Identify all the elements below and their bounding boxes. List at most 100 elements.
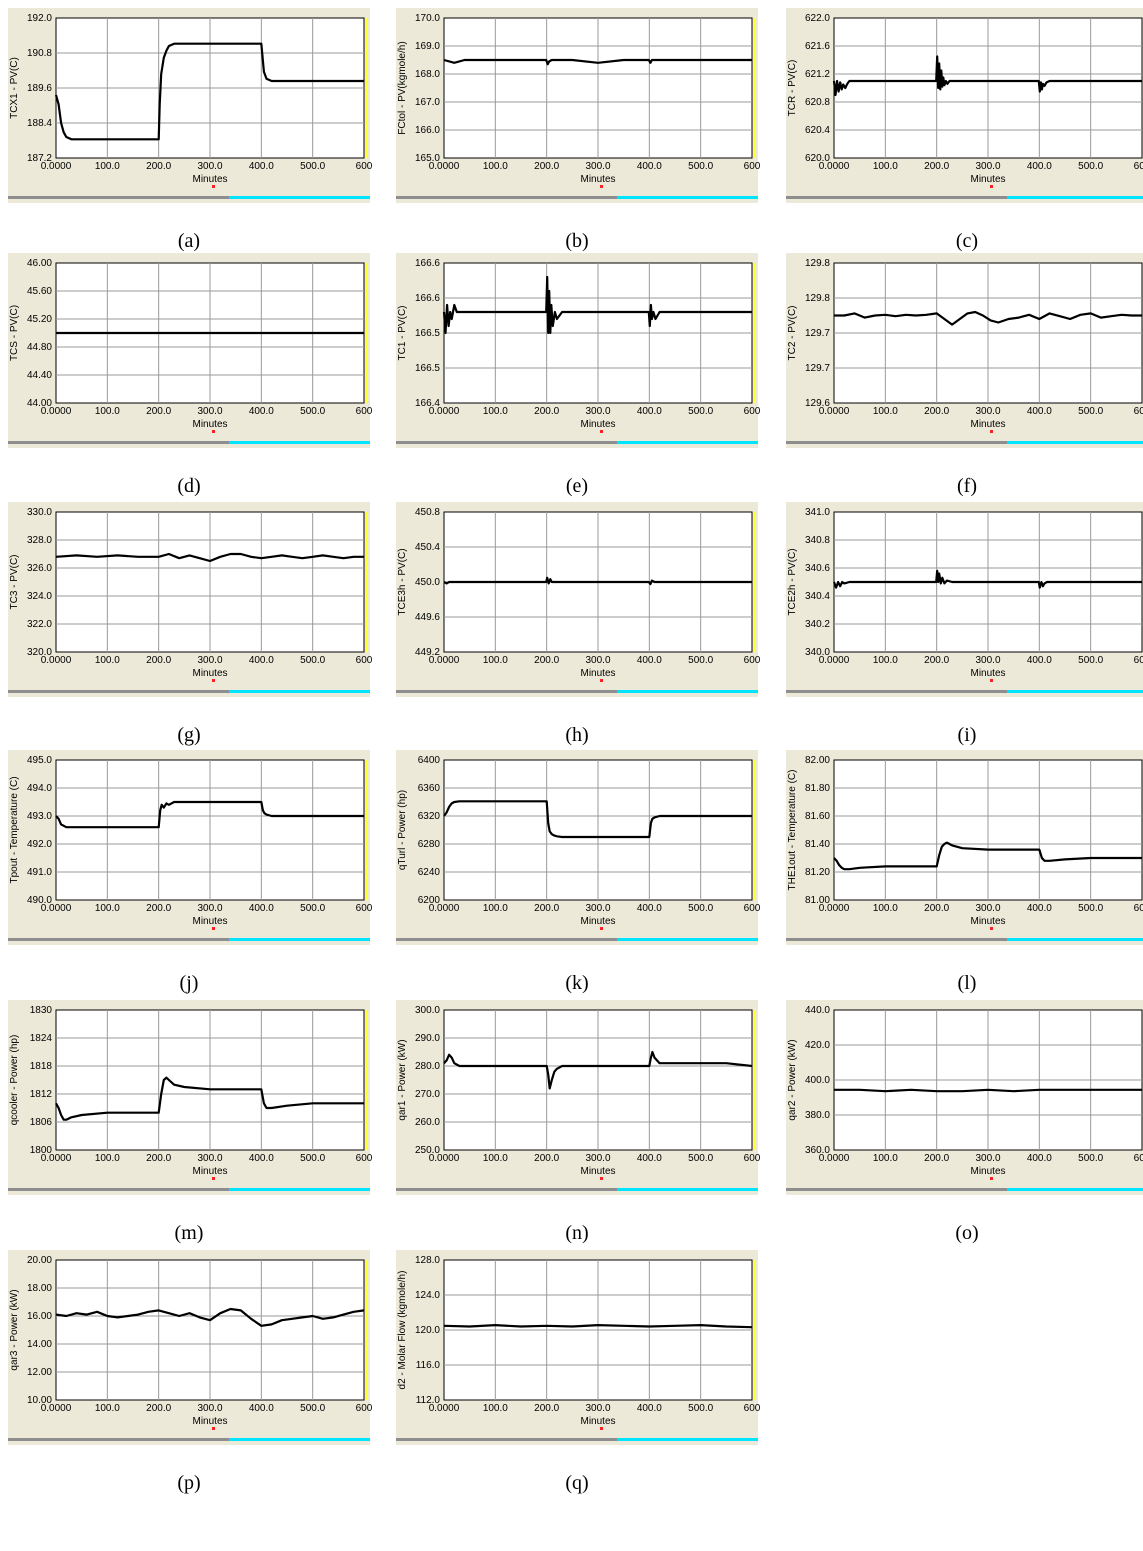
scrollbar-thumb — [617, 690, 758, 693]
scrollbar-track — [8, 690, 229, 693]
x-tick-label: 400.0 — [1027, 161, 1052, 172]
x-tick-label: 500.0 — [688, 1153, 713, 1164]
panel-caption: (n) — [565, 1222, 588, 1244]
y-tick-label: 1800 — [30, 1145, 53, 1156]
x-tick-label: 600 — [356, 1403, 373, 1414]
x-tick-label: 400.0 — [1027, 406, 1052, 417]
x-tick-label: 300.0 — [585, 903, 610, 914]
x-tick-label: 300.0 — [975, 655, 1000, 666]
x-tick-label: 300.0 — [585, 1403, 610, 1414]
x-tick-label: 100.0 — [873, 655, 898, 666]
y-axis-label: TCR - PV(C) — [787, 60, 798, 117]
scrollbar-thumb — [1007, 441, 1143, 444]
time-marker — [600, 927, 603, 930]
y-tick-label: 322.0 — [27, 619, 52, 630]
right-edge-marker — [753, 1010, 756, 1150]
y-tick-label: 300.0 — [415, 1005, 440, 1016]
y-tick-label: 494.0 — [27, 783, 52, 794]
y-tick-label: 360.0 — [805, 1145, 830, 1156]
x-tick-label: 500.0 — [688, 406, 713, 417]
scrollbar-thumb — [617, 938, 758, 941]
x-tick-label: 600 — [1134, 406, 1143, 417]
x-tick-label: 400.0 — [637, 655, 662, 666]
y-tick-label: 270.0 — [415, 1089, 440, 1100]
y-tick-label: 81.20 — [805, 867, 830, 878]
x-tick-label: 600 — [1134, 655, 1143, 666]
y-tick-label: 81.80 — [805, 783, 830, 794]
x-tick-label: 200.0 — [534, 655, 559, 666]
y-tick-label: 169.0 — [415, 41, 440, 52]
y-tick-label: 12.00 — [27, 1367, 52, 1378]
y-tick-label: 129.8 — [805, 258, 830, 269]
x-axis-label: Minutes — [580, 174, 615, 185]
x-tick-label: 400.0 — [637, 1403, 662, 1414]
x-tick-label: 300.0 — [197, 655, 222, 666]
y-tick-label: 170.0 — [415, 13, 440, 24]
time-marker — [600, 430, 603, 433]
time-marker — [600, 1427, 603, 1430]
y-tick-label: 81.60 — [805, 811, 830, 822]
x-tick-label: 300.0 — [585, 406, 610, 417]
y-axis-label: qar3 - Power (kW) — [9, 1289, 20, 1370]
chart-panel-i: 0.0000 100.0 200.0 300.0 400.0 500.0 600 340.0 3… — [786, 502, 1143, 746]
y-tick-label: 328.0 — [27, 535, 52, 546]
y-tick-label: 120.0 — [415, 1325, 440, 1336]
x-axis-label: Minutes — [580, 668, 615, 679]
chart-panel-j: 0.0000 100.0 200.0 300.0 400.0 500.0 600 490.0 4… — [8, 750, 373, 994]
y-tick-label: 621.6 — [805, 41, 830, 52]
x-tick-label: 100.0 — [483, 903, 508, 914]
x-tick-label: 100.0 — [483, 1403, 508, 1414]
right-edge-marker — [365, 18, 368, 158]
x-axis-label: Minutes — [192, 668, 227, 679]
y-tick-label: 6320 — [418, 811, 441, 822]
x-tick-label: 100.0 — [95, 903, 120, 914]
x-tick-label: 500.0 — [1078, 161, 1103, 172]
y-tick-label: 116.0 — [416, 1360, 441, 1371]
scrollbar-track — [8, 441, 229, 444]
panel-caption: (i) — [958, 724, 977, 746]
panel-caption: (c) — [956, 230, 978, 252]
x-axis-label: Minutes — [192, 1416, 227, 1427]
x-tick-label: 300.0 — [975, 161, 1000, 172]
scrollbar-thumb — [229, 690, 370, 693]
chart-panel-h: 0.0000 100.0 200.0 300.0 400.0 500.0 600 449.2 4… — [396, 502, 761, 746]
panel-caption: (k) — [565, 972, 588, 994]
x-axis-label: Minutes — [580, 1416, 615, 1427]
scrollbar-thumb — [229, 1188, 370, 1191]
y-axis-label: qTurl - Power (hp) — [397, 790, 408, 870]
y-tick-label: 44.80 — [27, 342, 52, 353]
x-tick-label: 400.0 — [249, 655, 274, 666]
panel-caption: (d) — [177, 475, 200, 497]
y-tick-label: 492.0 — [27, 839, 52, 850]
y-tick-label: 45.60 — [27, 286, 52, 297]
y-tick-label: 340.6 — [805, 563, 830, 574]
y-axis-label: Tpout - Temperature (C) — [9, 776, 20, 883]
x-tick-label: 300.0 — [197, 406, 222, 417]
x-axis-label: Minutes — [192, 1166, 227, 1177]
x-tick-label: 500.0 — [300, 1403, 325, 1414]
y-tick-label: 320.0 — [27, 647, 52, 658]
y-tick-label: 166.5 — [415, 328, 440, 339]
time-marker — [990, 679, 993, 682]
x-tick-label: 100.0 — [483, 161, 508, 172]
y-axis-label: TC3 - PV(C) — [9, 555, 20, 610]
time-marker — [600, 679, 603, 682]
x-tick-label: 200.0 — [924, 161, 949, 172]
y-tick-label: 491.0 — [27, 867, 52, 878]
chart-panel-b: 0.0000 100.0 200.0 300.0 400.0 500.0 600 165.0 1… — [396, 8, 761, 252]
y-tick-label: 167.0 — [415, 97, 440, 108]
y-axis-label: TCX1 - PV(C) — [9, 57, 20, 119]
x-tick-label: 400.0 — [249, 161, 274, 172]
scrollbar-track — [8, 938, 229, 941]
x-tick-label: 200.0 — [534, 1403, 559, 1414]
x-tick-label: 200.0 — [146, 406, 171, 417]
right-edge-marker — [365, 1010, 368, 1150]
x-tick-label: 300.0 — [197, 1403, 222, 1414]
y-tick-label: 620.8 — [805, 97, 830, 108]
y-tick-label: 440.0 — [805, 1005, 830, 1016]
y-tick-label: 166.6 — [415, 258, 440, 269]
panel-caption: (h) — [565, 724, 588, 746]
scrollbar-track — [396, 441, 617, 444]
x-tick-label: 400.0 — [637, 1153, 662, 1164]
scrollbar-thumb — [1007, 196, 1143, 199]
